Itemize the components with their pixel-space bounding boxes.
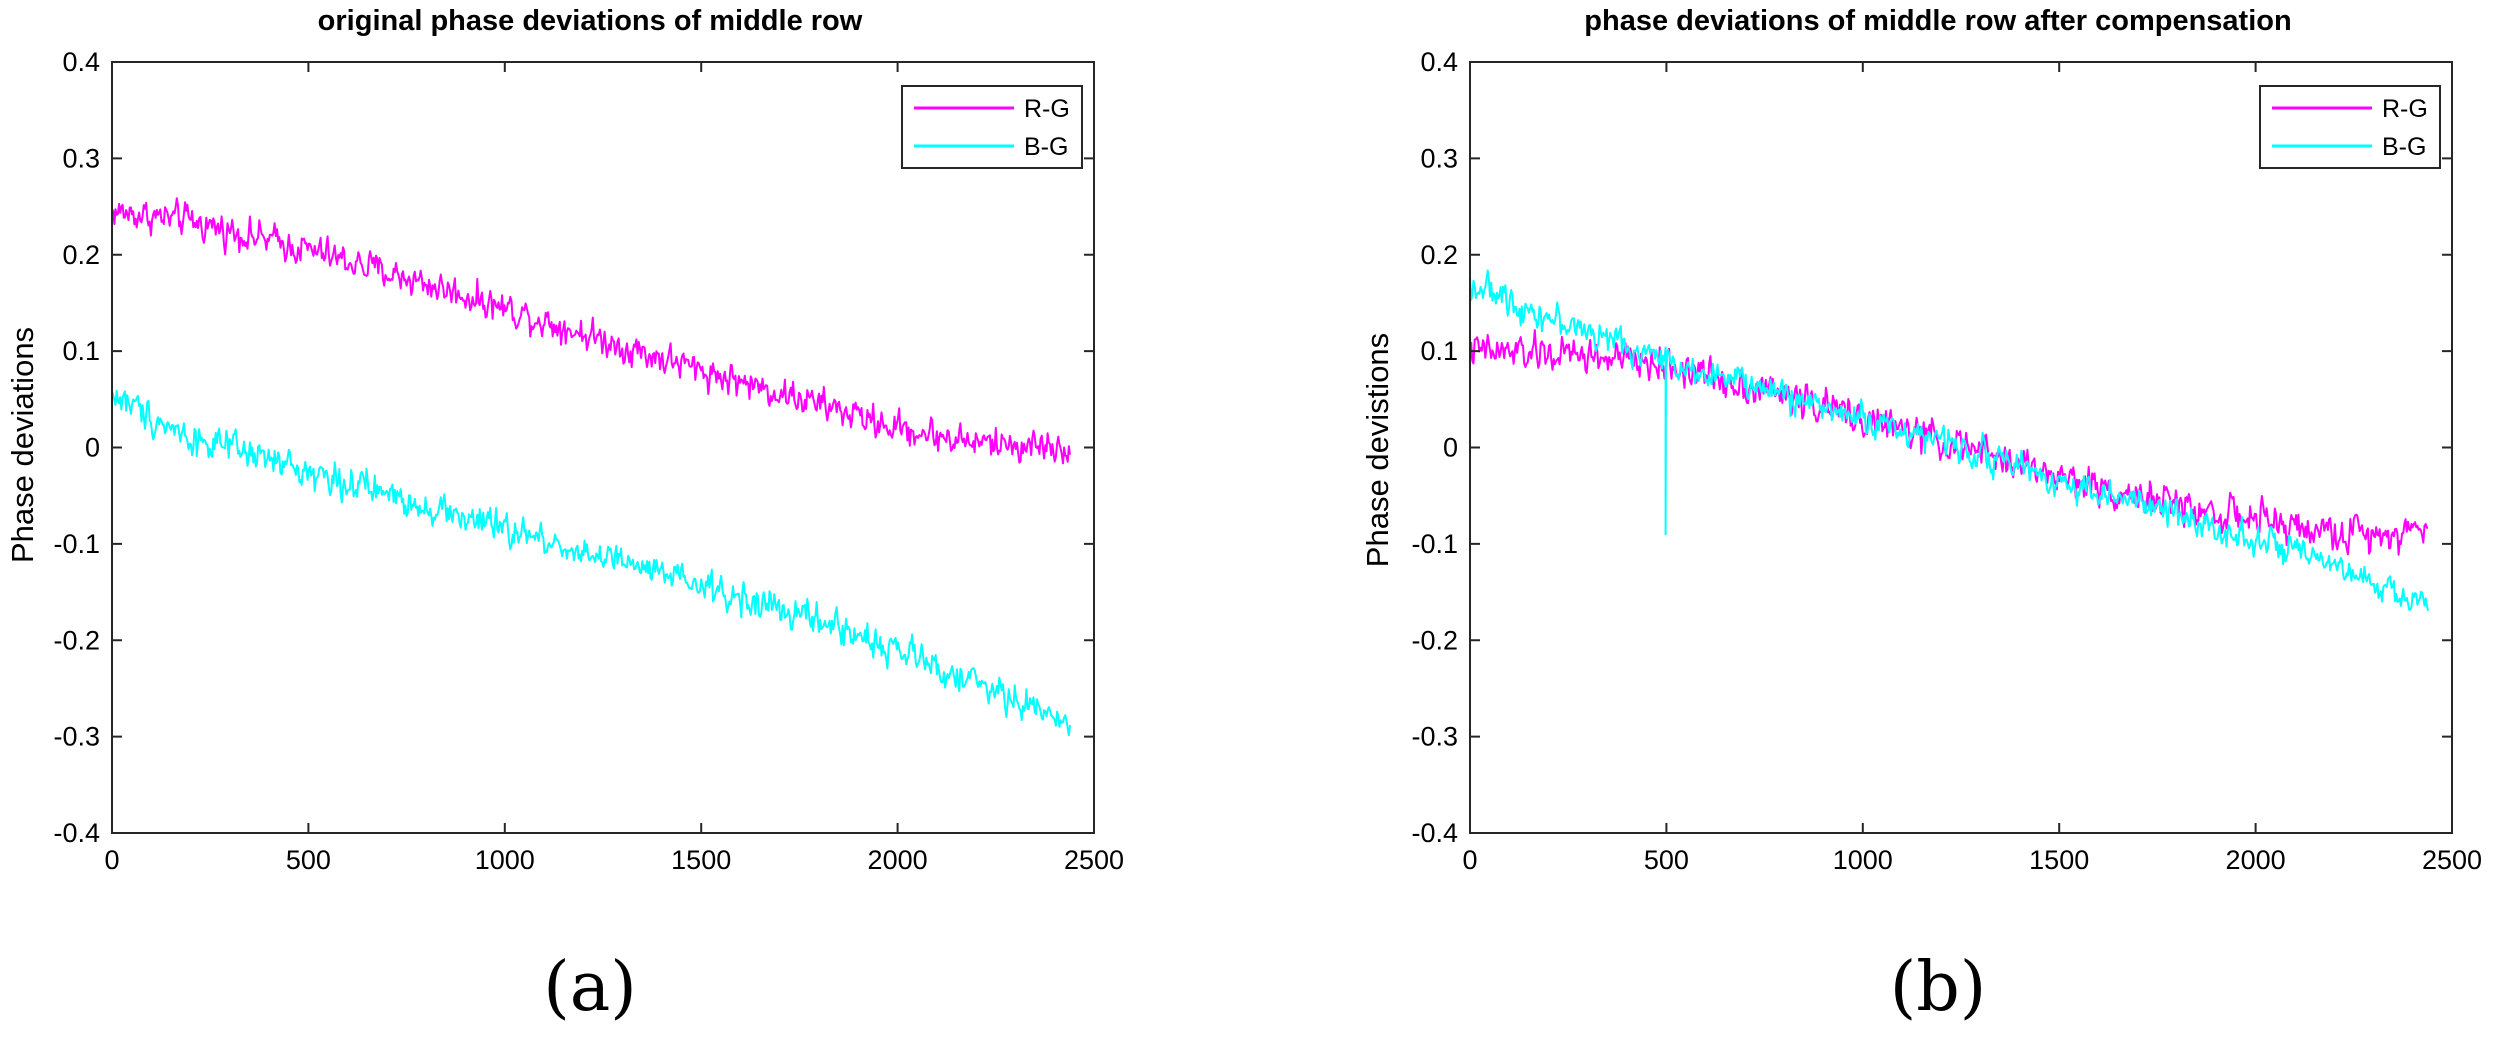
chart-b-legend-box [2259,85,2441,169]
x-tick-label: 2000 [868,845,928,875]
x-tick-label: 0 [104,845,119,875]
y-tick-label: -0.4 [1411,818,1458,848]
x-tick-label: 2500 [2422,845,2482,875]
series-line-r-g [111,197,1071,465]
chart-b-plot-area [1469,269,2429,611]
y-tick-label: 0.3 [62,143,100,173]
x-tick-label: 0 [1462,845,1477,875]
chart-a-ticks: 0 500 1000 1500 2000 2500 -0.4 -0.3 -0.2 -0.1 0 0.1… [53,47,1124,875]
x-tick-label: 1000 [1833,845,1893,875]
chart-b-ylabel: Phase devistions [1360,333,1395,567]
chart-b-ticks: 0 500 1000 1500 2000 2500 -0.4 -0.3 -0.2 -0.1 0 0.1… [1411,47,2482,875]
x-tick-label: 1500 [2029,845,2089,875]
y-tick-label: 0.2 [62,240,100,270]
y-tick-label: 0.3 [1420,143,1458,173]
y-tick-label: 0.1 [1420,336,1458,366]
y-tick-label: -0.2 [1411,625,1458,655]
chart-a-ylabel-group: Phase deviations [5,327,40,563]
chart-b-ylabel-group: Phase devistions [1360,333,1395,567]
chart-b-legend: R-G B-G [2259,85,2441,169]
y-tick-label: 0.4 [62,47,100,77]
y-tick-label: 0 [1443,433,1458,463]
chart-a-legend-box [901,85,1083,169]
x-tick-label: 2500 [1064,845,1124,875]
chart-a-plot-area [111,197,1071,737]
chart-b-panel-label: (b) [1890,948,1987,1027]
y-tick-label: 0 [85,433,100,463]
x-tick-label: 1000 [475,845,535,875]
chart-a-legend-label-rg: R-G [1024,95,1070,123]
chart-a: original phase deviations of middle row … [5,5,1124,1027]
chart-b-legend-label-rg: R-G [2382,95,2428,123]
y-tick-label: -0.1 [53,529,100,559]
chart-b: phase deviations of middle row after com… [1360,5,2482,1027]
x-tick-label: 500 [286,845,331,875]
chart-a-panel-label: (a) [543,948,637,1027]
y-tick-label: 0.1 [62,336,100,366]
y-tick-label: 0.2 [1420,240,1458,270]
series-line-b-g [111,389,1071,737]
series-line-r-g [1469,329,2429,556]
chart-a-ylabel: Phase deviations [5,327,40,563]
chart-b-legend-label-bg: B-G [2382,133,2426,161]
chart-b-title: phase deviations of middle row after com… [1584,5,2291,37]
y-tick-label: -0.3 [1411,722,1458,752]
y-tick-label: -0.3 [53,722,100,752]
y-tick-label: -0.2 [53,625,100,655]
chart-a-legend-label-bg: B-G [1024,133,1068,161]
series-line-b-g [1469,269,2429,611]
y-tick-label: -0.4 [53,818,100,848]
x-tick-label: 500 [1644,845,1689,875]
chart-a-title: original phase deviations of middle row [318,5,863,37]
x-tick-label: 1500 [671,845,731,875]
chart-a-legend: R-G B-G [901,85,1083,169]
x-tick-label: 2000 [2226,845,2286,875]
y-tick-label: -0.1 [1411,529,1458,559]
y-tick-label: 0.4 [1420,47,1458,77]
